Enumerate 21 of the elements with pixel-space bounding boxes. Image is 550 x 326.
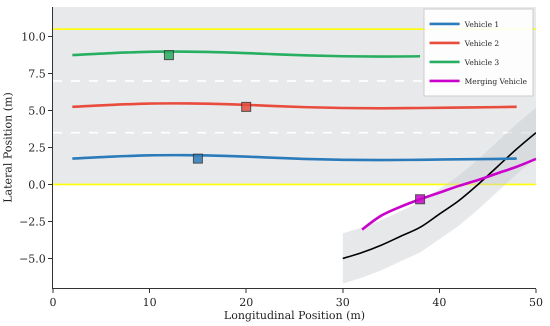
y-tick-label: 10.0 bbox=[21, 30, 46, 44]
x-tick-label: 50 bbox=[529, 296, 543, 310]
x-tick-label: 40 bbox=[432, 296, 446, 310]
x-tick-label: 10 bbox=[142, 296, 157, 310]
y-tick-label: 7.5 bbox=[28, 67, 46, 80]
y-axis-title: Lateral Position (m) bbox=[2, 92, 15, 203]
x-tick-label: 20 bbox=[239, 296, 254, 310]
point bbox=[192, 154, 203, 164]
y-tick-label: −2.5 bbox=[19, 215, 46, 228]
point bbox=[164, 50, 174, 60]
y-tick-label: 5.0 bbox=[28, 104, 46, 118]
y-tick-label: 0.0 bbox=[28, 178, 46, 192]
point bbox=[415, 194, 426, 204]
y-tick-label: 2.5 bbox=[28, 141, 46, 154]
y-tick-label: −5.0 bbox=[19, 252, 46, 266]
line-series bbox=[360, 158, 536, 231]
x-tick-label: 30 bbox=[336, 296, 350, 310]
x-axis-title: Longitudinal Position (m) bbox=[224, 309, 366, 322]
line-series bbox=[342, 132, 536, 260]
x-tick-label: 0 bbox=[50, 296, 56, 310]
point bbox=[241, 102, 252, 112]
